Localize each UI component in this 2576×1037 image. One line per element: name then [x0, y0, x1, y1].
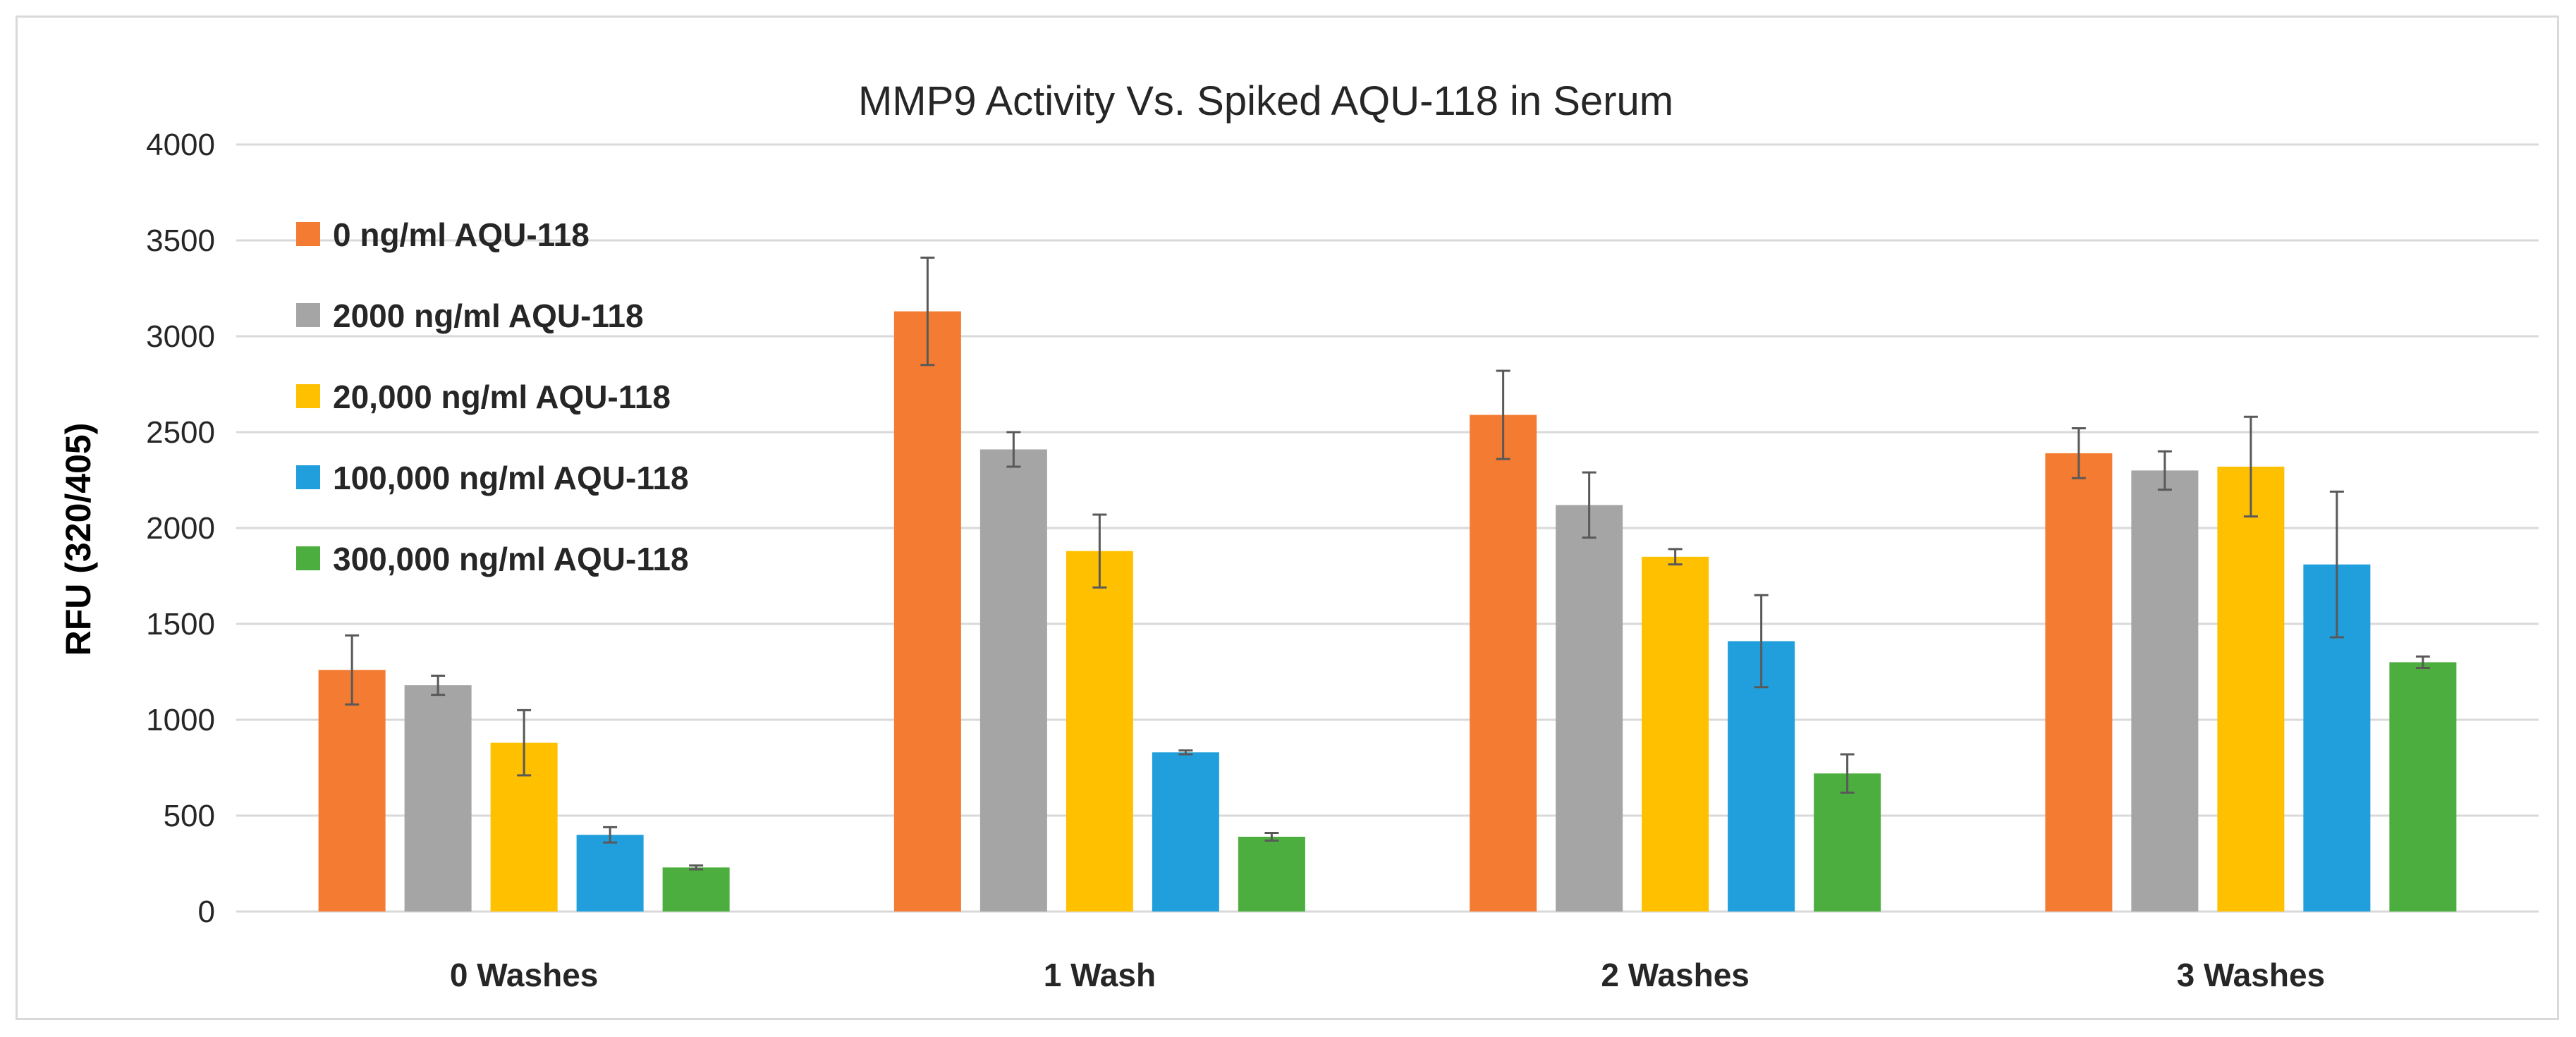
bar	[1556, 505, 1623, 912]
y-tick-label: 3500	[146, 223, 215, 258]
legend-swatch	[296, 465, 320, 489]
chart-title: MMP9 Activity Vs. Spiked AQU-118 in Seru…	[858, 78, 1673, 124]
y-tick-label: 3000	[146, 319, 215, 354]
y-axis-ticks: 0 500 1000 1500 2000 2500 3000 3500 4000	[146, 128, 215, 929]
y-tick-label: 2000	[146, 511, 215, 546]
y-tick-label: 0	[198, 895, 215, 929]
bar	[1066, 551, 1133, 912]
x-category-label: 3 Washes	[2177, 957, 2326, 993]
bar	[1152, 752, 1219, 912]
y-axis-label: RFU (320/405)	[59, 423, 98, 656]
bar	[893, 311, 961, 912]
bar	[1238, 836, 1305, 912]
legend-swatch	[296, 384, 320, 408]
legend-swatch	[296, 546, 320, 570]
legend-label: 100,000 ng/ml AQU-118	[333, 460, 689, 496]
bar	[1814, 773, 1881, 912]
error-bars	[345, 256, 2430, 871]
bar	[2045, 453, 2113, 912]
bar	[318, 670, 386, 912]
bar	[576, 835, 644, 912]
bar	[2131, 470, 2199, 912]
bar	[979, 449, 1047, 912]
bar	[2389, 662, 2457, 912]
y-tick-label: 4000	[146, 128, 215, 162]
bar	[1470, 415, 1537, 912]
legend: 0 ng/ml AQU-118 2000 ng/ml AQU-118 20,000 …	[296, 216, 689, 577]
x-category-label: 0 Washes	[450, 957, 599, 993]
legend-label: 20,000 ng/ml AQU-118	[333, 379, 671, 415]
y-tick-label: 1000	[146, 703, 215, 737]
legend-swatch	[296, 222, 320, 246]
x-category-label: 1 Wash	[1044, 957, 1156, 993]
y-tick-label: 2500	[146, 415, 215, 450]
legend-swatch	[296, 303, 320, 327]
bars	[318, 311, 2457, 912]
legend-label: 2000 ng/ml AQU-118	[333, 297, 644, 334]
bar	[1642, 556, 1709, 912]
bar	[404, 685, 472, 912]
bar	[662, 867, 730, 912]
x-category-label: 2 Washes	[1601, 957, 1750, 993]
y-tick-label: 500	[164, 799, 215, 833]
bar	[2217, 466, 2285, 912]
legend-label: 0 ng/ml AQU-118	[333, 216, 590, 253]
x-axis-categories: 0 Washes 1 Wash 2 Washes 3 Washes	[450, 957, 2325, 993]
y-tick-label: 1500	[146, 607, 215, 642]
legend-label: 300,000 ng/ml AQU-118	[333, 541, 689, 577]
